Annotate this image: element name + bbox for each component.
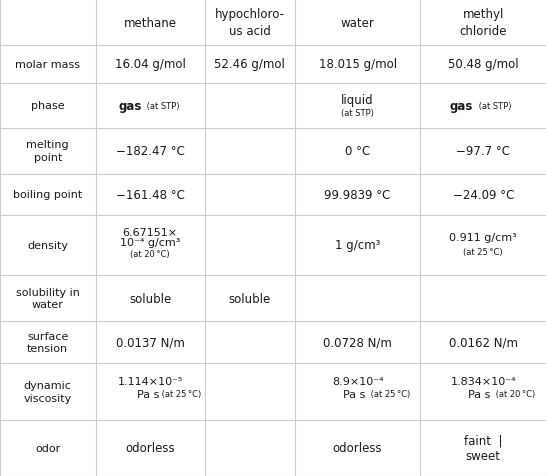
Text: 6.67151×: 6.67151× [123,227,177,237]
Text: (at 20 °C): (at 20 °C) [493,389,536,398]
Text: −24.09 °C: −24.09 °C [453,188,514,201]
Text: 8.9×10⁻⁴: 8.9×10⁻⁴ [332,376,383,386]
Text: phase: phase [31,101,64,111]
Text: 0.911 g/cm³: 0.911 g/cm³ [449,233,517,243]
Text: 0.0137 N/m: 0.0137 N/m [116,336,185,349]
Text: gas: gas [118,99,141,112]
Text: solubility in
water: solubility in water [16,288,80,310]
Text: (at 20 °C): (at 20 °C) [130,249,170,258]
Text: Pa s: Pa s [468,389,490,399]
Text: melting
point: melting point [26,140,69,162]
Text: −97.7 °C: −97.7 °C [456,145,510,158]
Text: sweet: sweet [466,449,501,462]
Text: surface
tension: surface tension [27,331,68,354]
Text: 52.46 g/mol: 52.46 g/mol [215,58,285,71]
Text: 0 °C: 0 °C [345,145,370,158]
Text: 1.114×10⁻⁵: 1.114×10⁻⁵ [117,376,183,386]
Text: 0.0728 N/m: 0.0728 N/m [323,336,392,349]
Text: odorless: odorless [333,441,382,455]
Text: gas: gas [450,99,473,112]
Text: (at STP): (at STP) [476,101,511,110]
Text: (at STP): (at STP) [144,101,179,110]
Text: methane: methane [123,17,177,30]
Text: boiling point: boiling point [13,190,82,200]
Text: odorless: odorless [126,441,175,455]
Text: 1.834×10⁻⁴: 1.834×10⁻⁴ [450,376,516,386]
Text: Pa s: Pa s [137,389,159,399]
Text: methyl
chloride: methyl chloride [460,8,507,38]
Text: Pa s: Pa s [342,389,365,399]
Text: hypochloro-
us acid: hypochloro- us acid [215,8,285,38]
Text: soluble: soluble [129,292,171,305]
Text: 0.0162 N/m: 0.0162 N/m [449,336,518,349]
Text: soluble: soluble [229,292,271,305]
Text: (at 25 °C): (at 25 °C) [159,389,201,398]
Text: 10⁻⁴ g/cm³: 10⁻⁴ g/cm³ [120,237,180,247]
Text: −182.47 °C: −182.47 °C [116,145,185,158]
Text: (at 25 °C): (at 25 °C) [367,389,410,398]
Text: 99.9839 °C: 99.9839 °C [324,188,391,201]
Text: water: water [341,17,375,30]
Text: liquid: liquid [341,94,374,107]
Text: −161.48 °C: −161.48 °C [116,188,185,201]
Text: density: density [27,240,68,250]
Text: 16.04 g/mol: 16.04 g/mol [115,58,186,71]
Text: faint  |: faint | [464,434,502,447]
Text: 1 g/cm³: 1 g/cm³ [335,239,381,252]
Text: molar mass: molar mass [15,60,80,69]
Text: odor: odor [35,443,61,453]
Text: dynamic
viscosity: dynamic viscosity [23,380,72,403]
Text: (at 25 °C): (at 25 °C) [464,248,503,257]
Text: 18.015 g/mol: 18.015 g/mol [318,58,397,71]
Text: 50.48 g/mol: 50.48 g/mol [448,58,519,71]
Text: (at STP): (at STP) [341,109,374,118]
